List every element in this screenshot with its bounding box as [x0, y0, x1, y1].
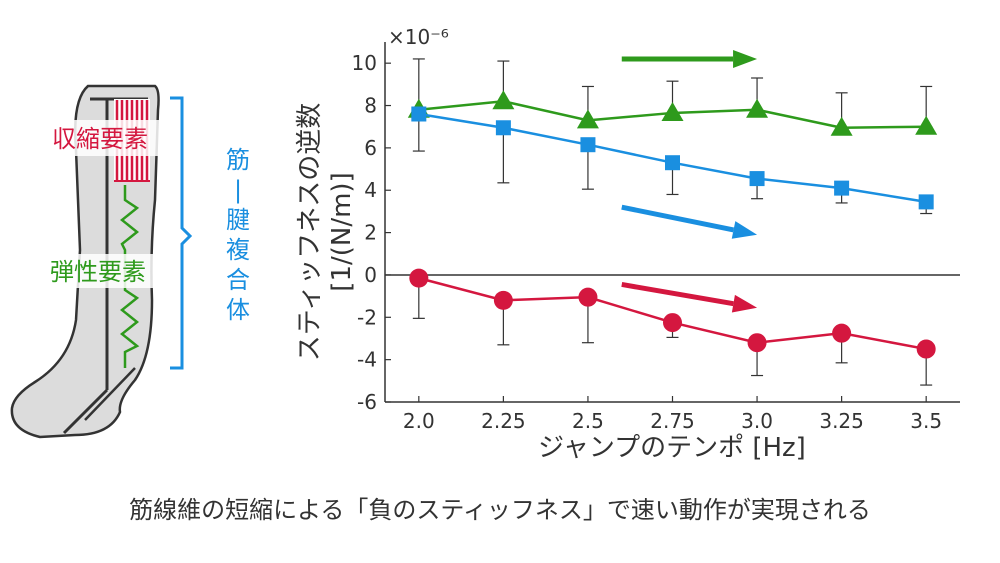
data-point-triangle	[576, 109, 599, 129]
contractile-label: 収縮要素	[52, 125, 148, 153]
trend-arrow-blue	[621, 204, 735, 233]
elastic-element-icon	[119, 185, 140, 368]
data-point-triangle	[661, 101, 684, 121]
y-tick-label: 6	[364, 136, 377, 160]
data-point-circle	[578, 287, 598, 307]
elastic-label: 弾性要素	[50, 258, 146, 286]
data-point-circle	[747, 333, 767, 353]
y-tick-label: 4	[364, 178, 377, 202]
elastic-label-bg	[48, 254, 170, 288]
data-point-circle	[832, 323, 852, 343]
data-point-square	[834, 180, 850, 196]
complex-label-char: |	[234, 176, 242, 204]
y-tick-label: -6	[357, 390, 377, 414]
trend-arrowhead-blue	[731, 221, 758, 239]
complex-label-char: 腱	[226, 206, 250, 234]
y-tick-label: 0	[364, 263, 377, 287]
data-point-square	[495, 120, 511, 136]
x-tick-label: 3.25	[819, 409, 864, 433]
contractile-label-bg	[50, 120, 170, 156]
trend-arrow-red	[621, 282, 734, 307]
x-tick-label: 3.0	[741, 409, 773, 433]
trend-arrowhead-red	[731, 294, 758, 313]
data-point-square	[411, 106, 427, 122]
achilles-line-icon	[84, 367, 136, 421]
data-point-square	[665, 155, 680, 171]
complex-label-char: 体	[226, 296, 250, 324]
x-tick-label: 2.25	[481, 409, 526, 433]
y-axis-label-line1: スティッフネスの逆数	[295, 103, 325, 361]
x-tick-label: 2.5	[572, 409, 604, 433]
series-green	[407, 58, 938, 136]
y-tick-label: -2	[357, 305, 377, 329]
data-point-square	[749, 171, 765, 187]
data-point-triangle	[492, 90, 515, 110]
complex-label-char: 筋	[226, 146, 250, 174]
y-axis: -6 -4 -2 0 2 4 6 8 10	[352, 42, 391, 414]
data-point-circle	[663, 313, 682, 333]
complex-label-char: 合	[226, 266, 250, 294]
x-tick-label: 2.75	[650, 409, 695, 433]
data-point-square	[918, 194, 934, 210]
y-tick-label: -4	[357, 348, 377, 372]
y-tick-label: 8	[364, 94, 377, 118]
series-layer	[407, 58, 938, 386]
complex-label-char: 複	[226, 236, 250, 264]
data-point-square	[580, 137, 596, 153]
bone-foot-icon	[62, 388, 109, 435]
complex-bracket-icon	[170, 96, 193, 370]
y-tick-label: 2	[364, 221, 377, 245]
series-blue	[411, 106, 934, 215]
x-tick-label: 3.5	[910, 409, 942, 433]
data-point-circle	[916, 339, 936, 359]
y-tick-label: 10	[352, 51, 377, 75]
data-point-triangle	[915, 115, 938, 135]
figure-caption: 筋線維の短縮による「負のスティッフネス」で速い動作が実現される	[129, 496, 871, 524]
data-point-circle	[409, 268, 429, 288]
trend-arrowhead-green	[733, 49, 758, 68]
data-point-triangle	[830, 116, 853, 136]
y-axis-label-line2: [1/(N/m)]	[327, 172, 357, 291]
chart: -6 -4 -2 0 2 4 6 8 10 2.0 2.25 2.5 2.75 3.0 3.25 3.5 ×…	[295, 25, 960, 463]
series-red	[409, 268, 936, 386]
exponent-label: ×10⁻⁶	[388, 25, 449, 49]
x-axis-label: ジャンプのテンポ [Hz]	[538, 433, 806, 463]
x-axis: 2.0 2.25 2.5 2.75 3.0 3.25 3.5	[385, 396, 960, 433]
x-tick-label: 2.0	[403, 409, 435, 433]
data-point-triangle	[746, 98, 769, 118]
data-point-circle	[493, 290, 513, 310]
trend-arrows	[621, 49, 758, 313]
